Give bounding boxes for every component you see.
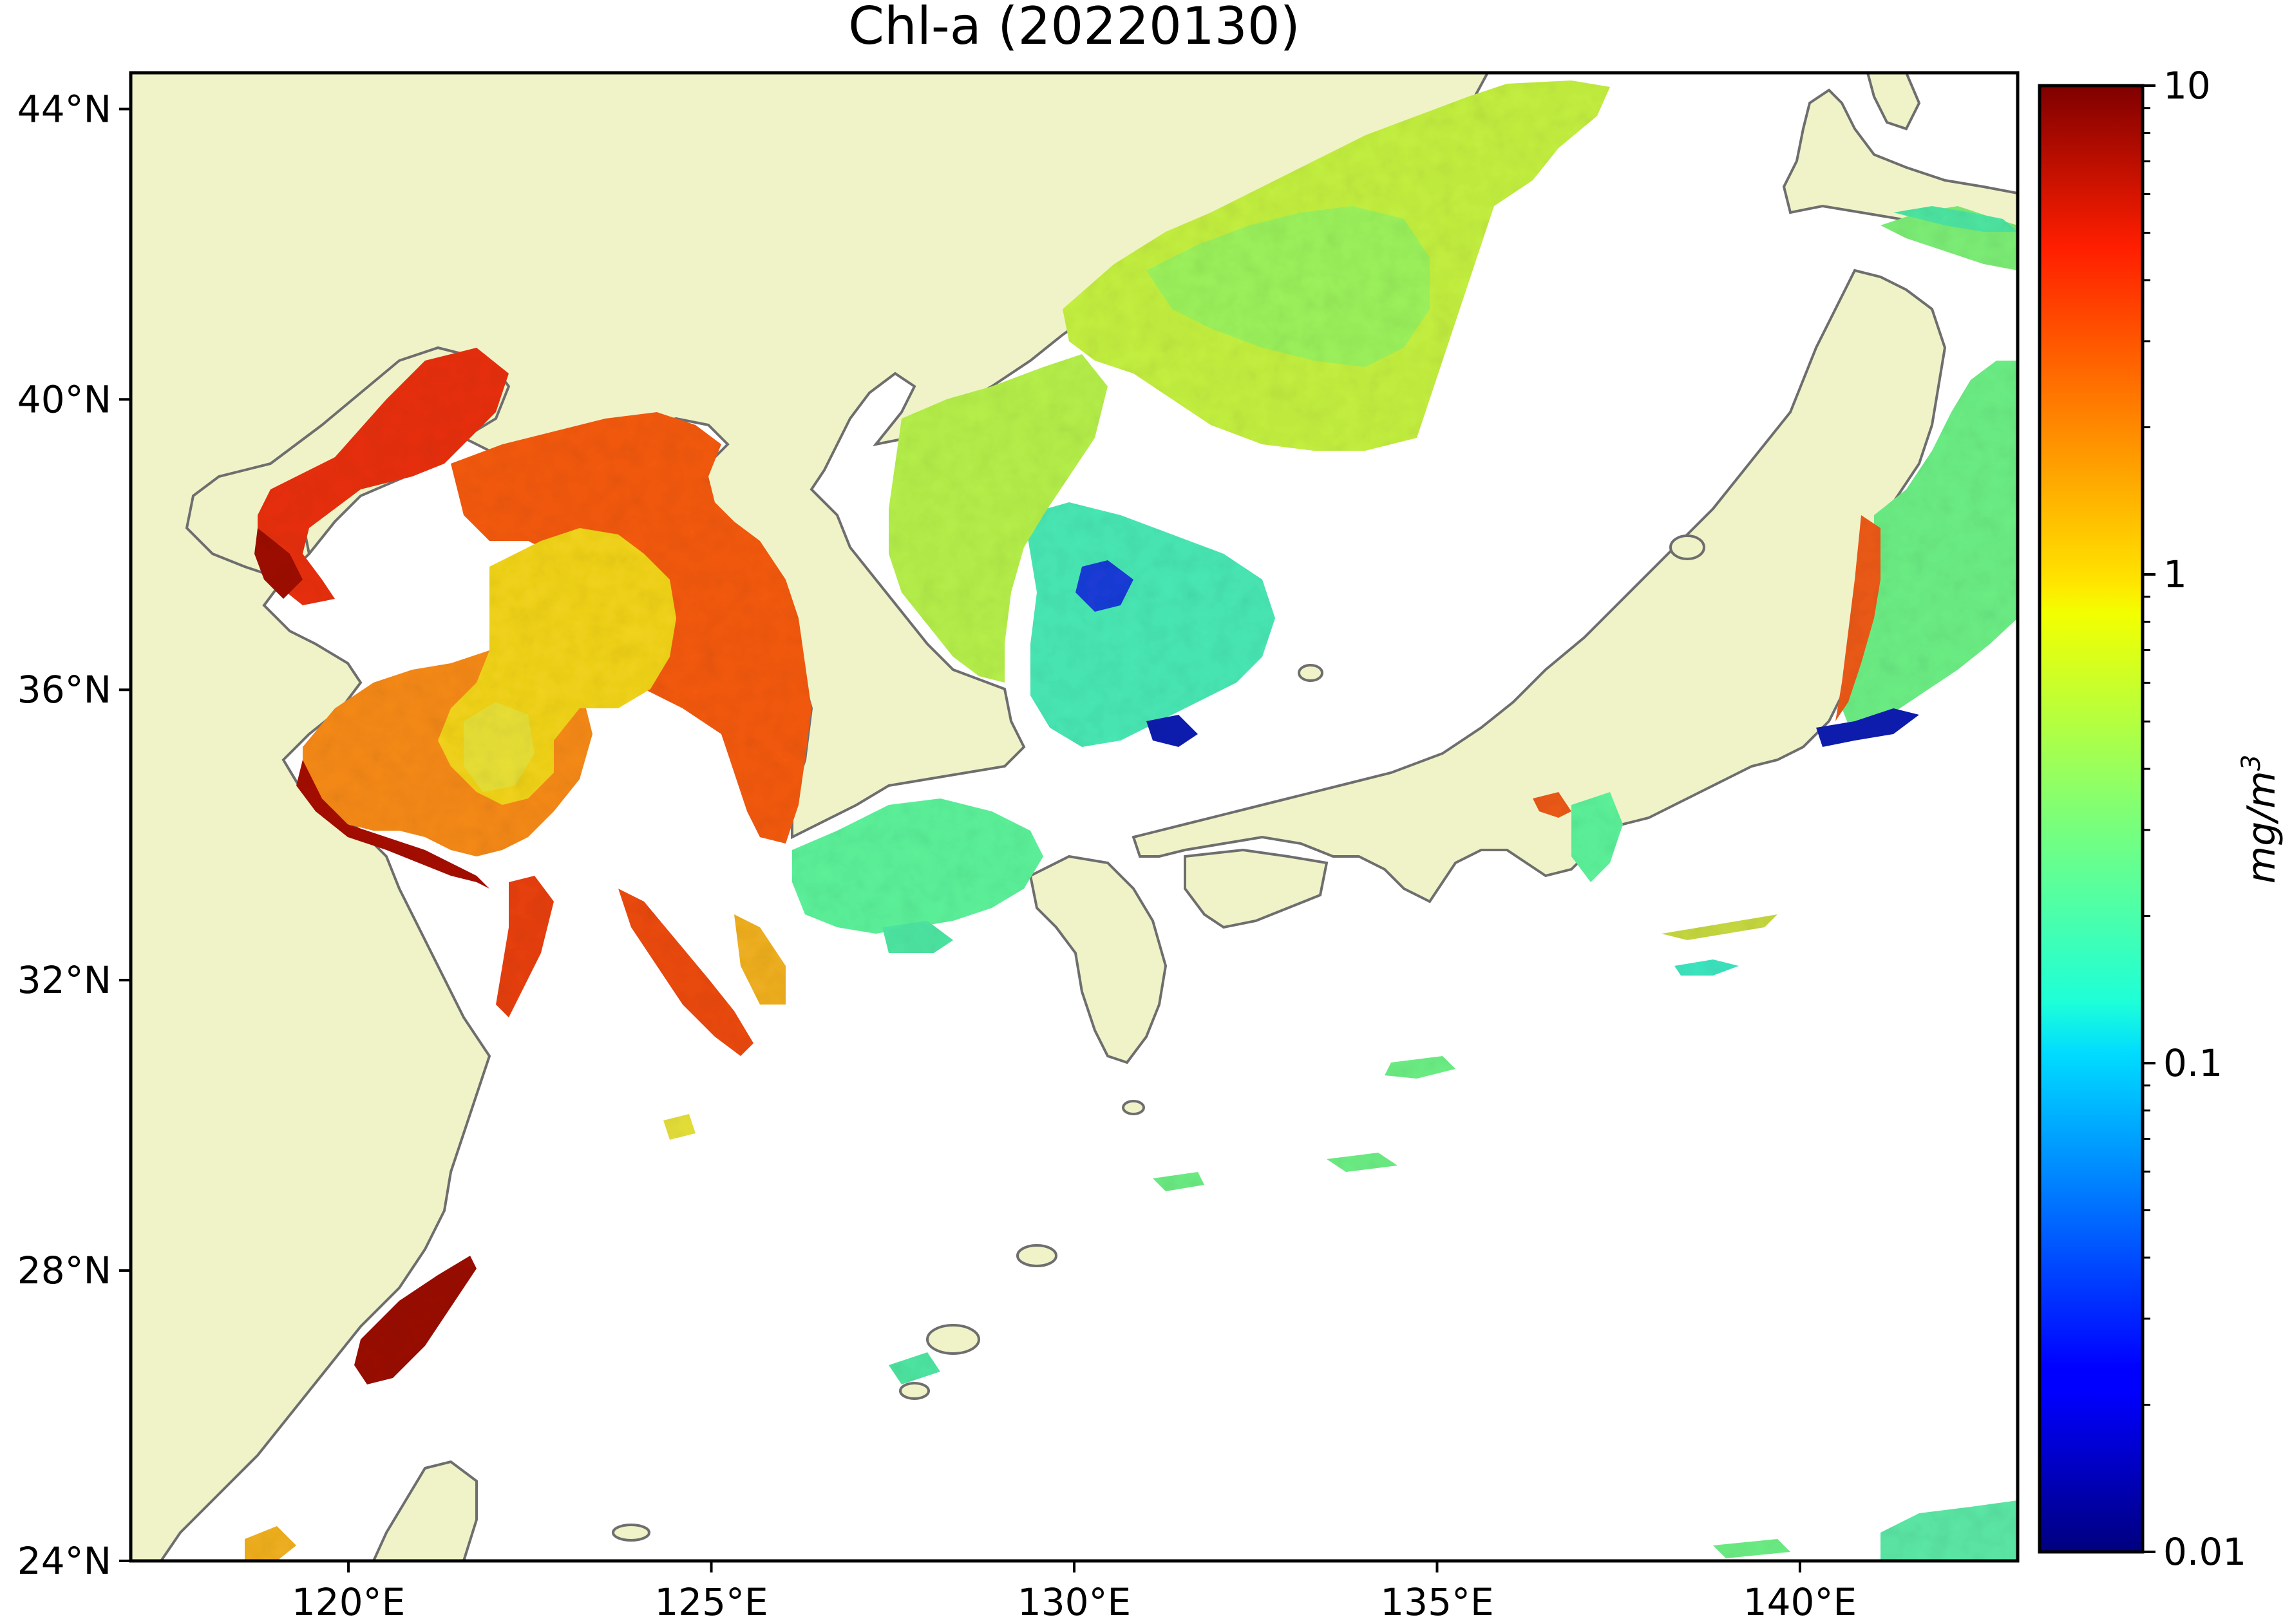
chl-yangtze-plume-1 xyxy=(496,876,554,1017)
lat-tick-label: 28°N xyxy=(17,1249,111,1292)
lon-tick-label: 120°E xyxy=(292,1580,405,1624)
lat-tick-label: 32°N xyxy=(17,958,111,1002)
land-island-ryukyu-5 xyxy=(612,1524,650,1542)
chl-patch-ryukyu xyxy=(889,1352,940,1384)
chl-sea-of-japan-blue-patch-1 xyxy=(1075,560,1133,612)
land-shikoku xyxy=(1184,848,1329,929)
lon-tick-label: 135°E xyxy=(1380,1580,1493,1624)
chl-korea-bay xyxy=(889,354,1108,683)
map-title: Chl-a (20220130) xyxy=(848,0,1300,56)
chl-okhotsk-strip xyxy=(1893,206,2018,232)
land-island-sado xyxy=(1669,534,1705,560)
chl-pacific-blue-patch xyxy=(1816,708,1919,747)
lon-tick-label: 130°E xyxy=(1018,1580,1131,1624)
chl-patch-tokai-2 xyxy=(1533,792,1571,818)
chl-sea-of-japan-north-green xyxy=(1146,206,1430,367)
lon-tick-label: 140°E xyxy=(1743,1580,1857,1624)
chl-patch-east-china-sea-yellow xyxy=(663,1114,696,1140)
chl-patch-kyushu-south xyxy=(882,921,953,953)
colorbar-label-unit: mg/m xyxy=(2239,771,2283,883)
chl-korea-strait xyxy=(792,798,1043,934)
colorbar-ticks: 10 1 0.1 0.01 xyxy=(2143,64,2246,1574)
lat-tick-label: 24°N xyxy=(17,1539,111,1583)
chl-patch-tokai-1 xyxy=(1571,792,1623,882)
chl-fujian-coast xyxy=(354,1256,477,1384)
lon-tick-label: 125°E xyxy=(654,1580,768,1624)
land-kyushu xyxy=(1028,854,1168,1064)
chl-sea-of-japan-blue-patch-2 xyxy=(1146,715,1198,747)
chl-patch-east-sea-2 xyxy=(1674,959,1739,976)
chl-patch-south-3 xyxy=(1327,1153,1397,1172)
colorbar-label: mg/m3 xyxy=(2237,755,2283,884)
chl-patch-south-1 xyxy=(1385,1056,1455,1079)
latitude-axis: 24°N 28°N 32°N 36°N 40°N 44°N xyxy=(17,87,131,1583)
lat-tick-label: 40°N xyxy=(17,377,111,421)
chl-pacific-tohoku xyxy=(1842,361,2018,741)
land-taiwan xyxy=(372,1460,478,1561)
land-sakhalin xyxy=(1866,73,1921,131)
land-island-ryukyu-4 xyxy=(1122,1100,1145,1115)
colorbar-label-exponent: 3 xyxy=(2237,755,2266,771)
land-island-dogo xyxy=(1298,664,1323,682)
chl-a-data-layer xyxy=(245,80,2018,1561)
colorbar: 10 1 0.1 0.01 mg/m3 xyxy=(2038,64,2283,1574)
chl-patch-taiwan-strait xyxy=(245,1526,296,1561)
chl-sea-of-japan-southwest xyxy=(1024,502,1275,747)
map-panel xyxy=(131,73,2018,1561)
chl-patch-bottom-right-2 xyxy=(1713,1539,1790,1558)
land-masses xyxy=(131,73,2018,1561)
colorbar-tick-label: 0.01 xyxy=(2163,1530,2246,1574)
colorbar-tick-label: 1 xyxy=(2163,552,2187,596)
chl-patch-east-sea-1 xyxy=(1662,914,1777,940)
chl-bohai-bay-core xyxy=(254,528,303,599)
colorbar-tick-label: 10 xyxy=(2163,64,2211,108)
colorbar-gradient xyxy=(2038,84,2145,1554)
chl-pacific-tohoku-coast xyxy=(1835,515,1880,721)
chl-patch-south-2 xyxy=(1153,1172,1204,1191)
chl-patch-bottom-right xyxy=(1880,1500,2018,1561)
chl-yangtze-plume-2 xyxy=(618,889,753,1056)
chl-yangtze-plume-3 xyxy=(734,914,786,1005)
longitude-axis: 120°E 125°E 130°E 135°E 140°E xyxy=(292,1561,1857,1624)
land-island-ryukyu-1 xyxy=(1016,1244,1057,1267)
land-island-ryukyu-2 xyxy=(926,1324,980,1355)
chl-jiangsu-coast xyxy=(296,760,489,889)
chl-bohai-sea xyxy=(258,348,509,605)
colorbar-tick-label: 0.1 xyxy=(2163,1041,2222,1085)
lat-tick-label: 44°N xyxy=(17,87,111,131)
chl-yellow-sea-core xyxy=(464,702,535,792)
lat-tick-label: 36°N xyxy=(17,668,111,712)
land-island-ryukyu-3 xyxy=(899,1382,930,1400)
